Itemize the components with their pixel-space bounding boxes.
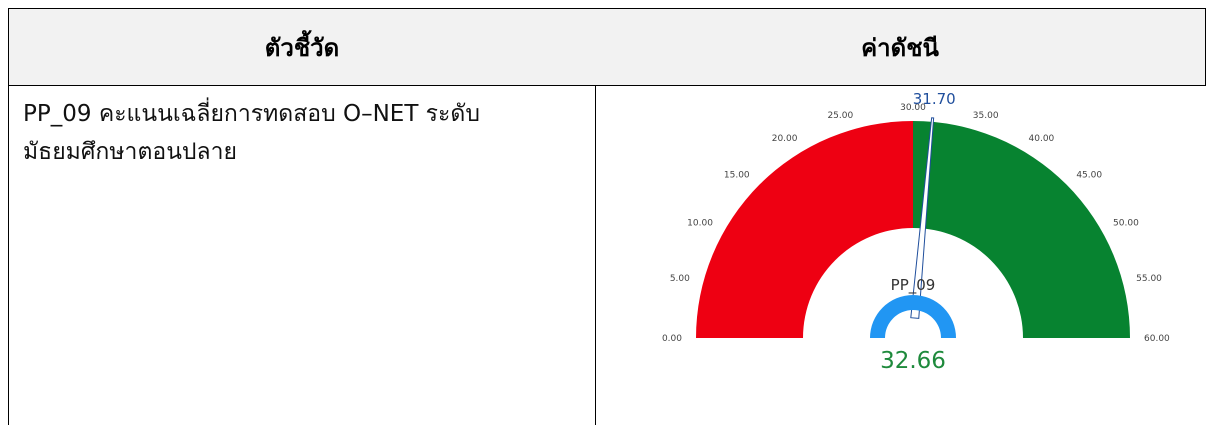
header-cell: ตัวชี้วัด — [8, 8, 596, 86]
gauge-band — [913, 121, 1130, 338]
tick-label: 45.00 — [1076, 171, 1102, 181]
header-cell: ค่าดัชนี — [595, 8, 1206, 86]
tick-label: 10.00 — [687, 219, 713, 229]
tick-label: 15.00 — [724, 171, 750, 181]
tick-label: 55.00 — [1136, 274, 1162, 284]
tick-label: 25.00 — [827, 111, 853, 121]
gauge: 0.00 5.00 10.00 15.00 20.00 25.00 30.00 35.00 40… — [662, 90, 1170, 374]
needle-label: 31.70 — [913, 90, 956, 108]
tick-label: 60.00 — [1144, 334, 1170, 344]
tick-label: 30.00 — [900, 103, 926, 113]
tick-label: 50.00 — [1113, 219, 1139, 229]
tick-label: 5.00 — [670, 274, 690, 284]
needle — [910, 117, 935, 319]
gauge-band — [696, 121, 913, 338]
header-text: ค่าดัชนี — [861, 33, 939, 62]
tick-label: 40.00 — [1029, 134, 1055, 144]
header-text: ตัวชี้วัด — [264, 33, 340, 62]
gauge-value: 32.66 — [880, 348, 946, 374]
tick-label: 0.00 — [662, 334, 682, 344]
inner-gauge — [870, 295, 956, 338]
cell-text: PP_09 คะแนนเฉลี่ยการทดสอบ O–NET ระดับ — [23, 101, 480, 127]
tick-label: 35.00 — [973, 111, 999, 121]
body-cell: PP_09 คะแนนเฉลี่ยการทดสอบ O–NET ระดับ มั… — [8, 85, 596, 425]
cell-text: มัธยมศึกษาตอนปลาย — [23, 139, 237, 165]
gauge-title: PP_09 — [891, 276, 936, 295]
tick-label: 20.00 — [772, 134, 798, 144]
